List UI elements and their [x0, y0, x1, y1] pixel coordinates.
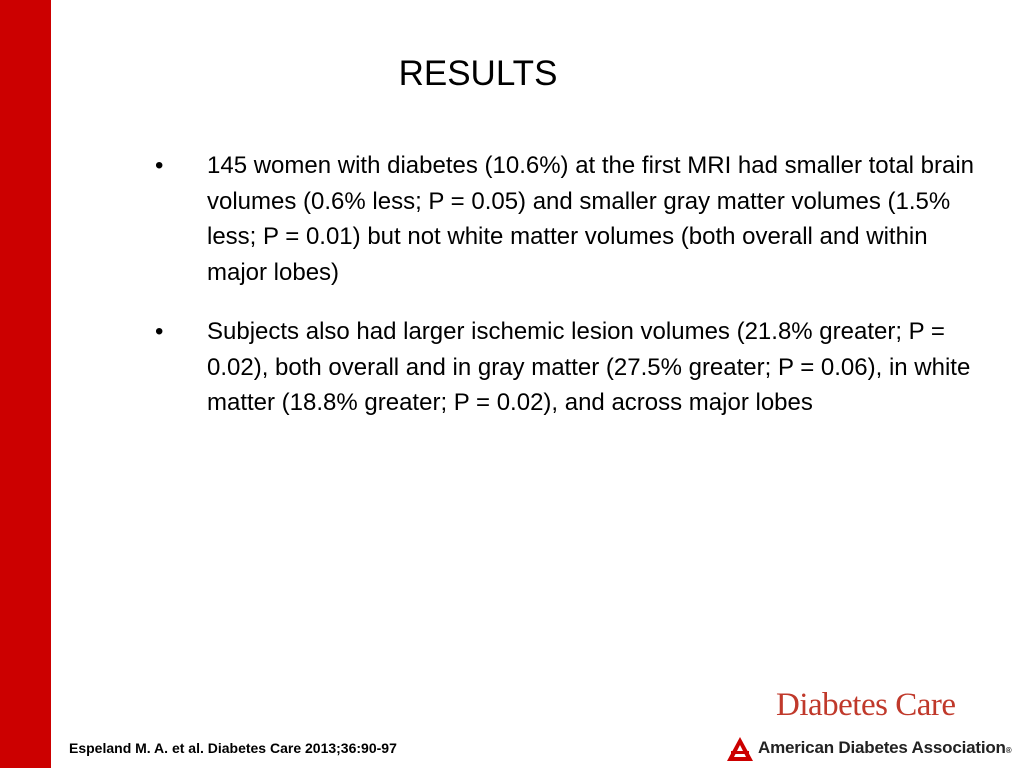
bullet-item-1: • 145 women with diabetes (10.6%) at the… [155, 148, 995, 290]
bullet-marker: • [155, 152, 164, 179]
bullet-list: • 145 women with diabetes (10.6%) at the… [155, 148, 995, 445]
left-accent-bar [0, 0, 51, 768]
ada-branding: American Diabetes Association® [726, 736, 1012, 762]
citation: Espeland M. A. et al. Diabetes Care 2013… [69, 740, 397, 756]
bullet-marker: • [155, 318, 164, 345]
journal-logo: Diabetes Care [776, 687, 956, 723]
organization-label: American Diabetes Association [758, 737, 1006, 757]
registered-mark: ® [1005, 745, 1012, 755]
bullet-text: 145 women with diabetes (10.6%) at the f… [207, 152, 975, 286]
bullet-text: Subjects also had larger ischemic lesion… [207, 318, 971, 416]
bullet-item-2: • Subjects also had larger ischemic lesi… [155, 314, 995, 421]
slide-title: RESULTS [398, 54, 558, 93]
organization-name: American Diabetes Association® [758, 737, 1012, 762]
ada-triangle-logo-icon [727, 737, 753, 761]
